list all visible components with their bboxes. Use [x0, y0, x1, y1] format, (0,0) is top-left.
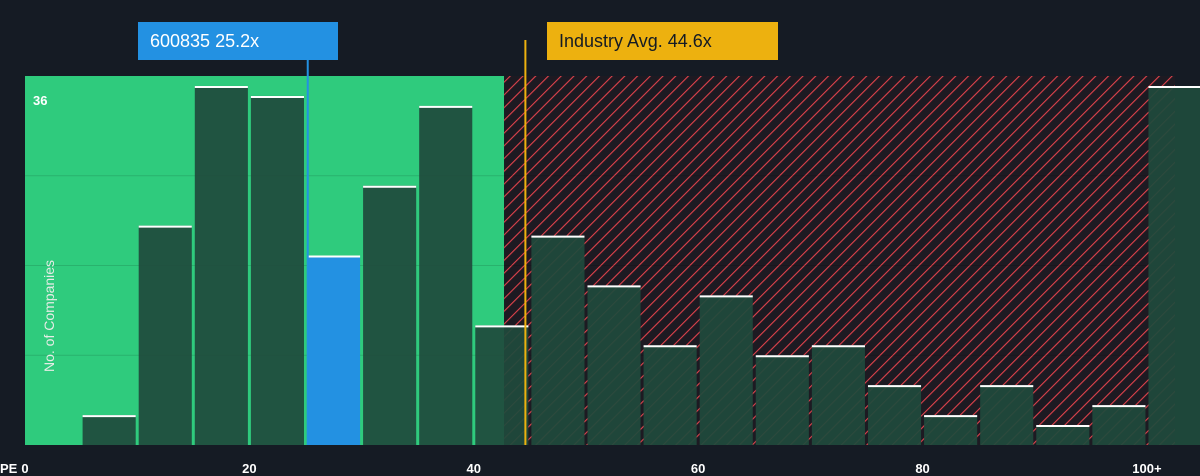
x-tick-label-0: 0	[21, 461, 29, 476]
histogram-bar-1	[138, 225, 192, 445]
industry-average-callout: Industry Avg. 44.6x	[547, 22, 778, 60]
histogram-bar-16	[980, 385, 1034, 445]
x-axis-label: PE	[0, 461, 18, 476]
histogram-bar-9	[587, 285, 641, 445]
x-tick-label-2: 40	[466, 461, 481, 476]
histogram-bar-12	[755, 355, 809, 445]
histogram-bar-0	[82, 415, 136, 445]
x-tick-label-4: 80	[915, 461, 930, 476]
histogram-bar-5	[363, 185, 417, 445]
histogram-bar-8	[531, 235, 585, 445]
x-tick-label-1: 20	[242, 461, 257, 476]
y-axis-label: No. of Companies	[41, 259, 57, 372]
y-max-label: 36	[33, 93, 48, 108]
histogram-bar-11	[699, 295, 753, 445]
histogram-bar-4	[306, 255, 361, 445]
histogram-bar-15	[924, 415, 978, 445]
x-tick-label-3: 60	[690, 461, 706, 476]
x-tick-label-5: 100+	[1132, 461, 1162, 476]
histogram-bar-19	[1148, 85, 1200, 446]
company-pe-callout: 600835 25.2x	[138, 22, 338, 60]
histogram-bar-14	[867, 385, 922, 445]
histogram-bar-7	[475, 325, 529, 445]
histogram-bar-6	[419, 105, 473, 446]
histogram-bar-3	[250, 95, 304, 445]
histogram-bar-10	[643, 345, 697, 445]
histogram-bar-13	[811, 345, 865, 445]
histogram-bar-17	[1036, 425, 1090, 445]
histogram-bar-2	[194, 85, 248, 446]
histogram-bar-18	[1092, 405, 1146, 445]
